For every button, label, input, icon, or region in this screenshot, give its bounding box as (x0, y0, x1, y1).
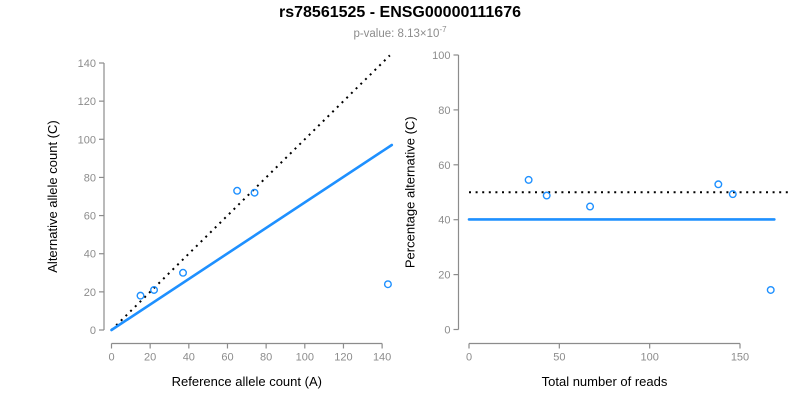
chart-subtitle: p-value: 8.13×10-7 (0, 25, 800, 40)
data-point (524, 175, 533, 184)
x-tick-label: 60 (221, 352, 233, 364)
data-points (524, 175, 775, 294)
data-point (728, 190, 737, 199)
x-tick-label: 120 (334, 352, 352, 364)
data-point (714, 180, 723, 189)
x-tick-label: 100 (640, 352, 658, 364)
x-tick-label: 20 (144, 352, 156, 364)
x-tick-label: 0 (108, 352, 114, 364)
chart-title: rs78561525 - ENSG00000111676 (279, 4, 521, 21)
data-point (233, 186, 242, 195)
y-tick-label: 40 (438, 215, 450, 227)
data-point (250, 188, 259, 197)
data-point (383, 280, 392, 289)
pvalue-label: p-value: (353, 27, 398, 40)
y-tick-label: 60 (438, 160, 450, 172)
y-tick-label: 60 (84, 211, 96, 223)
y-tick-label: 0 (444, 325, 450, 337)
y-axis-title: Percentage alternative (C) (403, 116, 418, 268)
x-tick-label: 150 (731, 352, 749, 364)
data-point (586, 202, 595, 211)
x-axis-title: Reference allele count (A) (172, 374, 322, 389)
pvalue-exponent: -7 (439, 25, 447, 34)
y-tick-label: 20 (84, 287, 96, 299)
x-tick-label: 140 (373, 352, 391, 364)
data-point (136, 291, 145, 300)
x-tick-label: 100 (296, 352, 314, 364)
x-axis-title: Total number of reads (542, 374, 668, 389)
y-tick-label: 100 (78, 134, 96, 146)
y-tick-label: 0 (90, 325, 96, 337)
data-point (150, 285, 159, 294)
y-tick-label: 100 (432, 50, 450, 62)
panel-right: 0 50 100 150 0 20 40 60 80 100 Total number of rea… (403, 50, 791, 389)
y-tick-label: 80 (438, 105, 450, 117)
y-tick-label: 20 (438, 270, 450, 282)
y-tick-label: 140 (78, 58, 96, 70)
fit-line (110, 143, 394, 332)
data-point (179, 268, 188, 277)
y-tick-label: 80 (84, 172, 96, 184)
x-tick-label: 80 (260, 352, 272, 364)
data-point (766, 285, 775, 294)
y-axis-title: Alternative allele count (C) (45, 120, 60, 272)
x-tick-label: 50 (553, 352, 565, 364)
y-tick-label: 120 (78, 96, 96, 108)
data-points (136, 186, 392, 300)
pvalue-mantissa: 8.13×10 (397, 27, 440, 40)
y-tick-label: 40 (84, 249, 96, 261)
data-point (542, 191, 551, 200)
x-tick-label: 40 (183, 352, 195, 364)
x-tick-label: 0 (466, 352, 472, 364)
panel-left: 0 20 40 60 80 100 120 140 0 20 40 60 80 100 120 140 Refe… (45, 54, 394, 389)
